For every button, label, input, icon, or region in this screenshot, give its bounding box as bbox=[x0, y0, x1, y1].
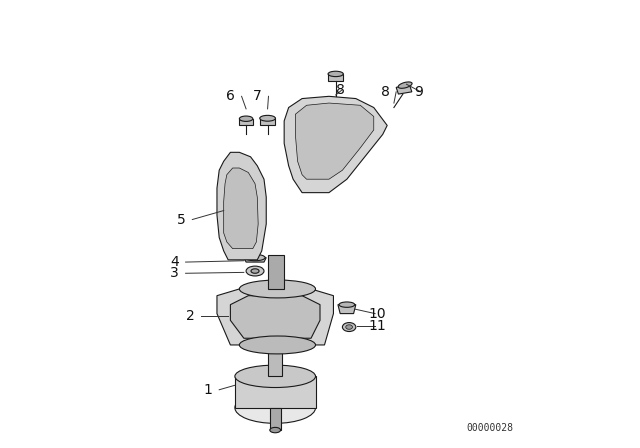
Ellipse shape bbox=[246, 266, 264, 276]
Ellipse shape bbox=[346, 325, 353, 329]
Ellipse shape bbox=[328, 71, 343, 77]
Polygon shape bbox=[284, 96, 387, 193]
Polygon shape bbox=[328, 74, 343, 81]
Ellipse shape bbox=[239, 280, 316, 298]
Ellipse shape bbox=[398, 82, 412, 88]
Polygon shape bbox=[269, 349, 282, 376]
Text: 3: 3 bbox=[170, 266, 179, 280]
Polygon shape bbox=[244, 258, 266, 262]
Text: 8: 8 bbox=[336, 82, 344, 97]
Ellipse shape bbox=[245, 254, 265, 261]
Ellipse shape bbox=[251, 269, 259, 273]
Polygon shape bbox=[338, 305, 356, 314]
Polygon shape bbox=[270, 408, 280, 430]
Text: 00000028: 00000028 bbox=[467, 423, 514, 433]
Polygon shape bbox=[260, 118, 275, 125]
Text: 11: 11 bbox=[369, 319, 386, 333]
Polygon shape bbox=[230, 296, 320, 338]
Text: 1: 1 bbox=[204, 383, 212, 397]
Text: 5: 5 bbox=[177, 212, 186, 227]
Polygon shape bbox=[224, 168, 258, 249]
Text: 4: 4 bbox=[170, 255, 179, 269]
Ellipse shape bbox=[235, 392, 316, 423]
Polygon shape bbox=[239, 119, 253, 125]
Polygon shape bbox=[235, 376, 316, 408]
Text: 9: 9 bbox=[414, 85, 423, 99]
Ellipse shape bbox=[239, 116, 253, 121]
Ellipse shape bbox=[270, 427, 280, 433]
Polygon shape bbox=[217, 152, 266, 260]
Text: 6: 6 bbox=[226, 89, 235, 103]
Text: 2: 2 bbox=[186, 309, 195, 323]
Ellipse shape bbox=[260, 116, 275, 121]
Ellipse shape bbox=[342, 323, 356, 332]
Ellipse shape bbox=[339, 302, 355, 307]
Ellipse shape bbox=[235, 365, 316, 388]
Text: 7: 7 bbox=[253, 89, 262, 103]
Text: 8: 8 bbox=[381, 85, 389, 99]
Text: 10: 10 bbox=[369, 306, 386, 321]
Polygon shape bbox=[268, 255, 284, 289]
Polygon shape bbox=[296, 103, 374, 179]
Polygon shape bbox=[396, 85, 412, 94]
Polygon shape bbox=[217, 289, 333, 345]
Ellipse shape bbox=[239, 336, 316, 354]
